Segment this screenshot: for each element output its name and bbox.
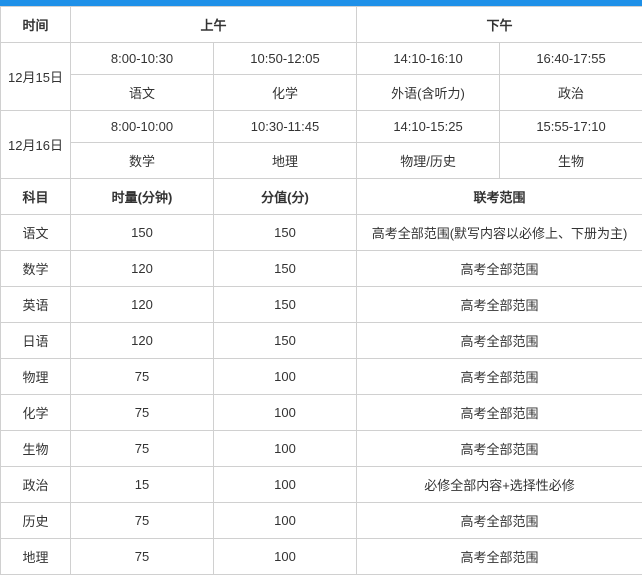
subject-duration: 15 xyxy=(71,467,214,503)
schedule-subject: 物理/历史 xyxy=(357,143,500,179)
subject-score: 150 xyxy=(214,323,357,359)
subject-row: 历史 75 100 高考全部范围 xyxy=(1,503,642,539)
header-morning: 上午 xyxy=(71,7,357,43)
subject-name: 地理 xyxy=(1,539,71,575)
header-subject: 科目 xyxy=(1,179,71,215)
schedule-row: 语文 化学 外语(含听力) 政治 xyxy=(1,75,642,111)
schedule-row: 12月15日 8:00-10:30 10:50-12:05 14:10-16:1… xyxy=(1,43,642,75)
schedule-subject: 化学 xyxy=(214,75,357,111)
schedule-table: 时间 上午 下午 12月15日 8:00-10:30 10:50-12:05 1… xyxy=(0,6,642,575)
subject-duration: 120 xyxy=(71,251,214,287)
subject-row: 地理 75 100 高考全部范围 xyxy=(1,539,642,575)
schedule-row: 数学 地理 物理/历史 生物 xyxy=(1,143,642,179)
subject-duration: 75 xyxy=(71,395,214,431)
subject-row: 生物 75 100 高考全部范围 xyxy=(1,431,642,467)
schedule-slot: 14:10-16:10 xyxy=(357,43,500,75)
subject-score: 150 xyxy=(214,215,357,251)
schedule-slot: 15:55-17:10 xyxy=(500,111,642,143)
subject-score: 100 xyxy=(214,503,357,539)
subject-scope: 高考全部范围 xyxy=(357,431,642,467)
subject-score: 150 xyxy=(214,251,357,287)
subject-name: 化学 xyxy=(1,395,71,431)
schedule-slot: 8:00-10:00 xyxy=(71,111,214,143)
header-afternoon: 下午 xyxy=(357,7,642,43)
schedule-date: 12月16日 xyxy=(1,111,71,179)
header-duration: 时量(分钟) xyxy=(71,179,214,215)
schedule-header-row: 时间 上午 下午 xyxy=(1,7,642,43)
schedule-slot: 14:10-15:25 xyxy=(357,111,500,143)
subject-duration: 75 xyxy=(71,503,214,539)
subject-score: 100 xyxy=(214,359,357,395)
subject-row: 英语 120 150 高考全部范围 xyxy=(1,287,642,323)
subject-duration: 150 xyxy=(71,215,214,251)
subject-scope: 高考全部范围 xyxy=(357,251,642,287)
subject-name: 政治 xyxy=(1,467,71,503)
subject-scope: 高考全部范围 xyxy=(357,539,642,575)
subject-duration: 75 xyxy=(71,431,214,467)
header-time: 时间 xyxy=(1,7,71,43)
subject-duration: 120 xyxy=(71,323,214,359)
schedule-slot: 16:40-17:55 xyxy=(500,43,642,75)
schedule-subject: 政治 xyxy=(500,75,642,111)
header-scope: 联考范围 xyxy=(357,179,642,215)
subject-score: 150 xyxy=(214,287,357,323)
subject-name: 英语 xyxy=(1,287,71,323)
subject-row: 政治 15 100 必修全部内容+选择性必修 xyxy=(1,467,642,503)
subject-duration: 120 xyxy=(71,287,214,323)
schedule-subject: 外语(含听力) xyxy=(357,75,500,111)
header-score: 分值(分) xyxy=(214,179,357,215)
subject-name: 日语 xyxy=(1,323,71,359)
subject-score: 100 xyxy=(214,467,357,503)
schedule-date: 12月15日 xyxy=(1,43,71,111)
subject-name: 数学 xyxy=(1,251,71,287)
subject-row: 物理 75 100 高考全部范围 xyxy=(1,359,642,395)
subject-scope: 高考全部范围 xyxy=(357,503,642,539)
subject-scope: 高考全部范围 xyxy=(357,395,642,431)
schedule-subject: 数学 xyxy=(71,143,214,179)
subject-name: 语文 xyxy=(1,215,71,251)
subject-score: 100 xyxy=(214,431,357,467)
subject-name: 生物 xyxy=(1,431,71,467)
subject-score: 100 xyxy=(214,539,357,575)
subject-row: 化学 75 100 高考全部范围 xyxy=(1,395,642,431)
subject-duration: 75 xyxy=(71,539,214,575)
subject-score: 100 xyxy=(214,395,357,431)
subject-scope: 高考全部范围 xyxy=(357,359,642,395)
subject-row: 日语 120 150 高考全部范围 xyxy=(1,323,642,359)
subject-name: 物理 xyxy=(1,359,71,395)
subject-row: 数学 120 150 高考全部范围 xyxy=(1,251,642,287)
schedule-slot: 8:00-10:30 xyxy=(71,43,214,75)
subject-name: 历史 xyxy=(1,503,71,539)
schedule-subject: 语文 xyxy=(71,75,214,111)
subject-scope: 必修全部内容+选择性必修 xyxy=(357,467,642,503)
schedule-slot: 10:30-11:45 xyxy=(214,111,357,143)
schedule-subject: 地理 xyxy=(214,143,357,179)
schedule-row: 12月16日 8:00-10:00 10:30-11:45 14:10-15:2… xyxy=(1,111,642,143)
schedule-subject: 生物 xyxy=(500,143,642,179)
subjects-header-row: 科目 时量(分钟) 分值(分) 联考范围 xyxy=(1,179,642,215)
subject-scope: 高考全部范围 xyxy=(357,323,642,359)
subject-duration: 75 xyxy=(71,359,214,395)
subject-scope: 高考全部范围(默写内容以必修上、下册为主) xyxy=(357,215,642,251)
subject-scope: 高考全部范围 xyxy=(357,287,642,323)
schedule-slot: 10:50-12:05 xyxy=(214,43,357,75)
subject-row: 语文 150 150 高考全部范围(默写内容以必修上、下册为主) xyxy=(1,215,642,251)
